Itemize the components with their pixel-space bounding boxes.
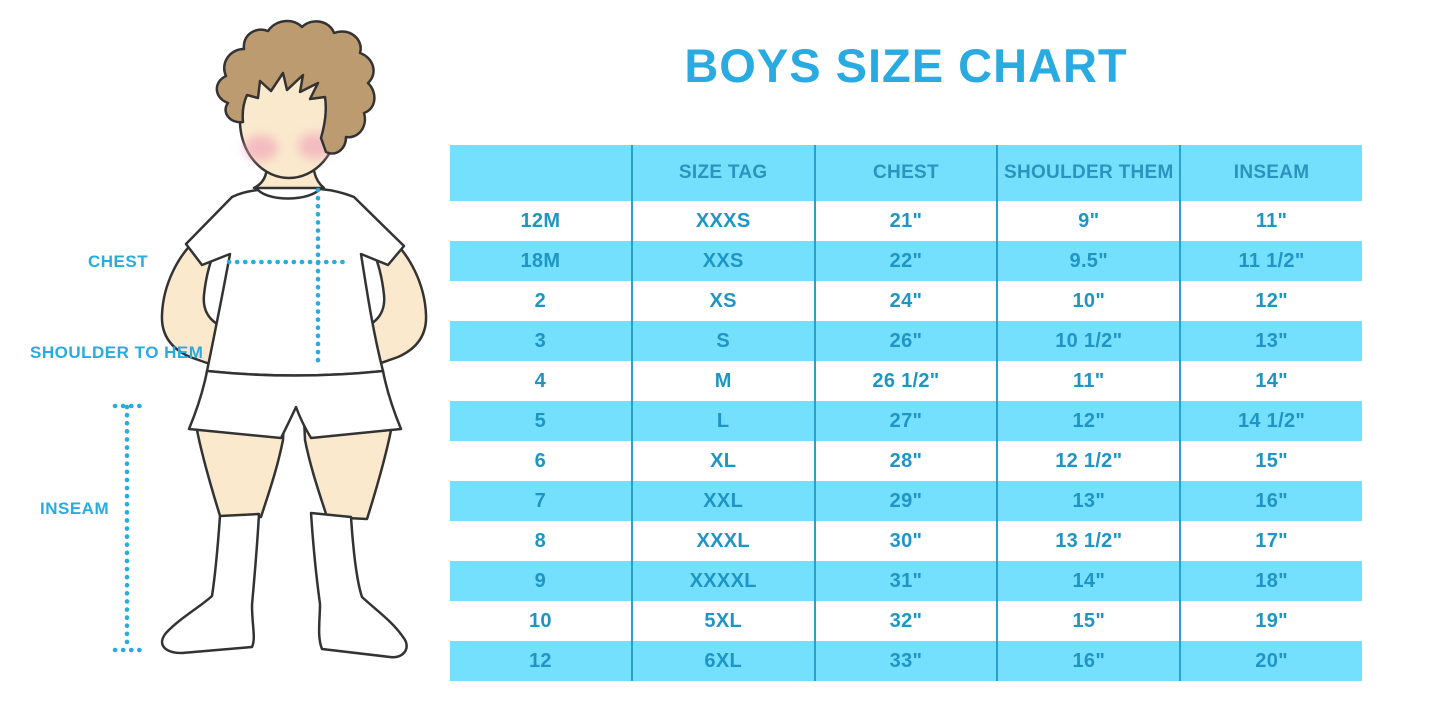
page-title: BOYS SIZE CHART xyxy=(684,39,1128,92)
table-row: 9 XXXXL 31" 14" 18" xyxy=(450,561,1362,601)
table-cell: XXXS xyxy=(630,201,814,241)
table-cell: XXS xyxy=(630,241,814,281)
table-cell: 7 xyxy=(534,489,547,512)
table-cell: 5 xyxy=(534,409,547,432)
table-cell: 24" xyxy=(813,281,997,321)
table-cell: 14 1/2" xyxy=(1179,401,1362,441)
table-cell: 18M xyxy=(520,249,561,272)
table-cell: 11" xyxy=(996,361,1179,401)
table-cell: 5XL xyxy=(630,601,814,641)
table-cell: S xyxy=(630,321,814,361)
boy-legs xyxy=(194,416,394,521)
table-cell: XXXXL xyxy=(630,561,814,601)
table-cell: 12" xyxy=(1179,281,1362,321)
table-cell: 16" xyxy=(1179,481,1362,521)
table-cell: 13 1/2" xyxy=(996,521,1179,561)
table-row: 10 5XL 32" 15" 19" xyxy=(450,601,1362,641)
size-table: SIZE TAG CHEST SHOULDER THEM INSEAM 12M XXXS 2… xyxy=(450,145,1362,681)
table-cell: 33" xyxy=(813,641,997,681)
table-row: 3 S 26" 10 1/2" 13" xyxy=(450,321,1362,361)
chest-label: CHEST xyxy=(88,252,149,271)
table-cell: 22" xyxy=(813,241,997,281)
table-cell: 13" xyxy=(996,481,1179,521)
table-cell: 32" xyxy=(813,601,997,641)
table-row: 5 L 27" 12" 14 1/2" xyxy=(450,401,1362,441)
table-cell: M xyxy=(630,361,814,401)
table-row: 18M XXS 22" 9.5" 11 1/2" xyxy=(450,241,1362,281)
table-cell: 16" xyxy=(996,641,1179,681)
table-row: 6 XL 28" 12 1/2" 15" xyxy=(450,441,1362,481)
table-cell: 9 xyxy=(534,569,547,592)
table-cell: 9.5" xyxy=(996,241,1179,281)
figure-wrap: CHEST SHOULDER TO HEM INSEAM xyxy=(0,0,450,723)
table-row: 8 XXXL 30" 13 1/2" 17" xyxy=(450,521,1362,561)
table-cell: 11" xyxy=(1179,201,1362,241)
header-cell: SHOULDER THEM xyxy=(996,145,1179,201)
table-cell: 10 xyxy=(528,609,552,632)
table-cell: 26 1/2" xyxy=(813,361,997,401)
table-cell: 6XL xyxy=(630,641,814,681)
table-cell: 10 1/2" xyxy=(996,321,1179,361)
boy-figure-illustration xyxy=(112,19,428,659)
table-cell: 11 1/2" xyxy=(1179,241,1362,281)
table-cell: 12M xyxy=(520,209,561,232)
table-cell: 10" xyxy=(996,281,1179,321)
boy-shirt xyxy=(184,187,406,377)
table-cell: 31" xyxy=(813,561,997,601)
table-cell: 30" xyxy=(813,521,997,561)
inseam-label: INSEAM xyxy=(40,499,110,518)
table-cell: 27" xyxy=(813,401,997,441)
table-cell: 2 xyxy=(534,289,547,312)
table-header-row: SIZE TAG CHEST SHOULDER THEM INSEAM xyxy=(450,145,1362,201)
header-cell: SIZE TAG xyxy=(630,145,814,201)
table-cell: 28" xyxy=(813,441,997,481)
table-row: 7 XXL 29" 13" 16" xyxy=(450,481,1362,521)
table-cell: 4 xyxy=(534,369,547,392)
boy-socks xyxy=(160,511,408,659)
table-row: 12 6XL 33" 16" 20" xyxy=(450,641,1362,681)
table-cell: 3 xyxy=(534,329,547,352)
header-cell: CHEST xyxy=(813,145,997,201)
table-cell: 13" xyxy=(1179,321,1362,361)
table-cell: 15" xyxy=(996,601,1179,641)
table-cell: 14" xyxy=(996,561,1179,601)
table-cell: XXXL xyxy=(630,521,814,561)
table-cell: XXL xyxy=(630,481,814,521)
boy-shorts xyxy=(187,369,403,440)
table-cell: 12 xyxy=(528,649,552,672)
table-cell: 20" xyxy=(1179,641,1362,681)
table-cell: 12 1/2" xyxy=(996,441,1179,481)
table-row: 2 XS 24" 10" 12" xyxy=(450,281,1362,321)
table-cell: L xyxy=(630,401,814,441)
header-cell: INSEAM xyxy=(1179,145,1362,201)
table-cell: 8 xyxy=(534,529,547,552)
table-row: 12M XXXS 21" 9" 11" xyxy=(450,201,1362,241)
table-cell: 12" xyxy=(996,401,1179,441)
table-cell: 21" xyxy=(813,201,997,241)
table-cell: 15" xyxy=(1179,441,1362,481)
table-cell: XS xyxy=(630,281,814,321)
table-row: 4 M 26 1/2" 11" 14" xyxy=(450,361,1362,401)
table-cell: 14" xyxy=(1179,361,1362,401)
table-cell: 6 xyxy=(534,449,547,472)
table-cell: 26" xyxy=(813,321,997,361)
table-cell: 19" xyxy=(1179,601,1362,641)
table-cell: 17" xyxy=(1179,521,1362,561)
shoulder-to-hem-label: SHOULDER TO HEM xyxy=(30,343,204,362)
table-cell: 29" xyxy=(813,481,997,521)
table-cell: 18" xyxy=(1179,561,1362,601)
boy-hair xyxy=(215,19,376,155)
table-cell: 9" xyxy=(996,201,1179,241)
table-cell: XL xyxy=(630,441,814,481)
header-cell xyxy=(450,145,631,201)
